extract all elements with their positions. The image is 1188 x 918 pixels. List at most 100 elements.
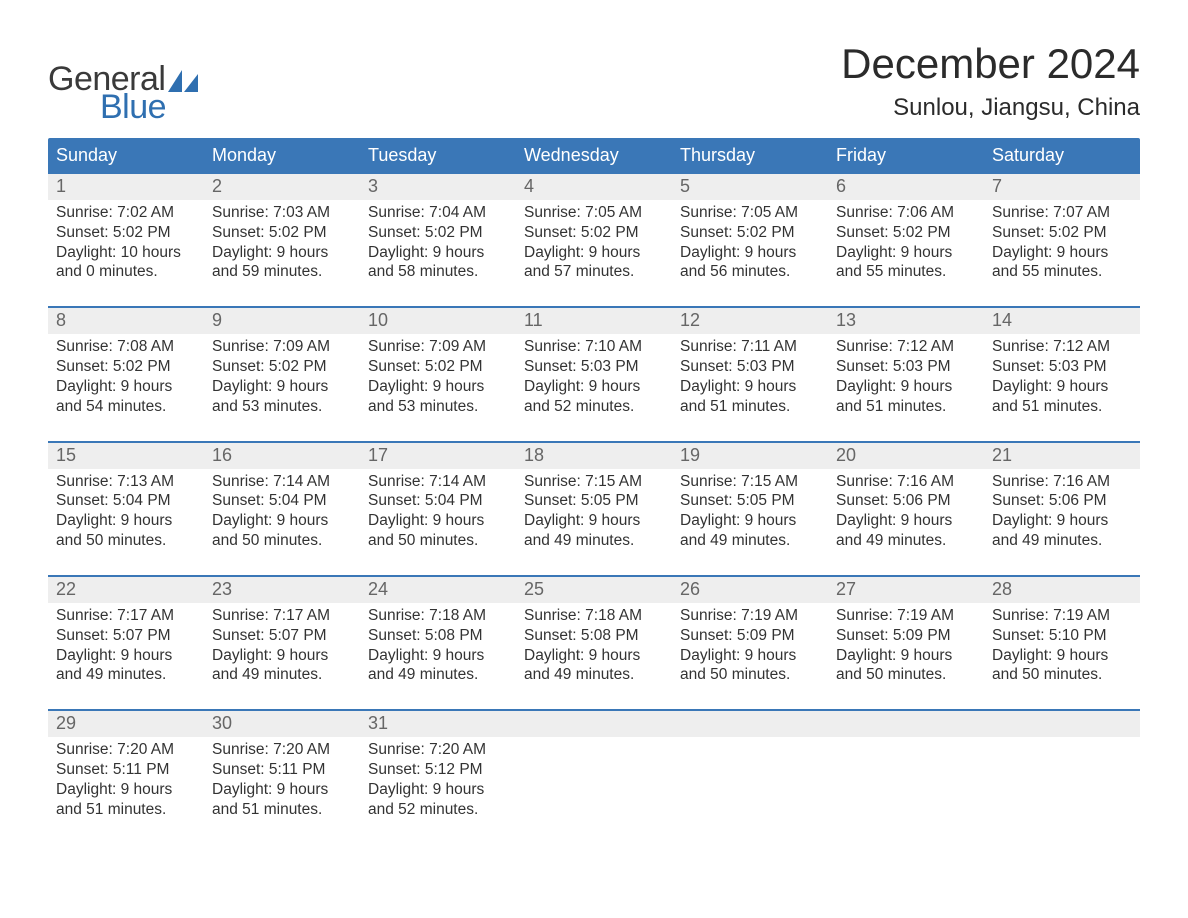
daylight-line1: Daylight: 9 hours: [524, 511, 664, 531]
day-cell: 30Sunrise: 7:20 AMSunset: 5:11 PMDayligh…: [204, 711, 360, 843]
sunset-text: Sunset: 5:03 PM: [836, 357, 976, 377]
sunrise-text: Sunrise: 7:12 AM: [836, 337, 976, 357]
day-cell: 19Sunrise: 7:15 AMSunset: 5:05 PMDayligh…: [672, 443, 828, 575]
day-cell: 15 Sunrise: 7:13 AMSunset: 5:04 PMDayligh…: [48, 443, 204, 575]
sunset-text: Sunset: 5:12 PM: [368, 760, 508, 780]
day-body: Sunrise: 7:18 AMSunset: 5:08 PMDaylight:…: [368, 603, 508, 685]
sunrise-text: Sunrise: 7:10 AM: [524, 337, 664, 357]
day-number-row: 8: [48, 308, 204, 334]
day-number-row: 14: [984, 308, 1140, 334]
day-cell-empty: .: [516, 711, 672, 843]
daylight-line2: and 58 minutes.: [368, 262, 508, 282]
sunrise-text: Sunrise: 7:20 AM: [368, 740, 508, 760]
sunrise-text: Sunrise: 7:17 AM: [212, 606, 352, 626]
daylight-line2: and 50 minutes.: [836, 665, 976, 685]
sunset-text: Sunset: 5:02 PM: [524, 223, 664, 243]
day-number-row: 9: [204, 308, 360, 334]
weekday-header: Tuesday: [360, 138, 516, 174]
day-cell: 23Sunrise: 7:17 AMSunset: 5:07 PMDayligh…: [204, 577, 360, 709]
day-body: Sunrise: 7:09 AMSunset: 5:02 PMDaylight:…: [212, 334, 352, 416]
day-number-row: 31: [360, 711, 516, 737]
day-cell: 8Sunrise: 7:08 AMSunset: 5:02 PMDaylight…: [48, 308, 204, 440]
daylight-line2: and 50 minutes.: [368, 531, 508, 551]
day-body: Sunrise: 7:05 AMSunset: 5:02 PMDaylight:…: [680, 200, 820, 282]
day-number-row: 3: [360, 174, 516, 200]
day-body: Sunrise: 7:15 AMSunset: 5:05 PMDaylight:…: [524, 469, 664, 551]
daylight-line1: Daylight: 9 hours: [524, 646, 664, 666]
day-body: Sunrise: 7:17 AMSunset: 5:07 PMDaylight:…: [56, 603, 196, 685]
header: General Blue December 2024 Sunlou, Jiang…: [48, 40, 1140, 124]
day-body: Sunrise: 7:13 AMSunset: 5:04 PMDaylight:…: [56, 469, 196, 551]
sunset-text: Sunset: 5:02 PM: [992, 223, 1132, 243]
daylight-line1: Daylight: 9 hours: [368, 377, 508, 397]
sunrise-text: Sunrise: 7:19 AM: [680, 606, 820, 626]
sunset-text: Sunset: 5:04 PM: [212, 491, 352, 511]
day-cell: 27Sunrise: 7:19 AMSunset: 5:09 PMDayligh…: [828, 577, 984, 709]
day-cell: 2Sunrise: 7:03 AMSunset: 5:02 PMDaylight…: [204, 174, 360, 306]
sunrise-text: Sunrise: 7:19 AM: [992, 606, 1132, 626]
sunset-text: Sunset: 5:08 PM: [368, 626, 508, 646]
day-cell: 1Sunrise: 7:02 AMSunset: 5:02 PMDaylight…: [48, 174, 204, 306]
day-number: 1: [56, 176, 66, 196]
day-body: Sunrise: 7:10 AMSunset: 5:03 PMDaylight:…: [524, 334, 664, 416]
day-cell-empty: .: [984, 711, 1140, 843]
daylight-line2: and 55 minutes.: [992, 262, 1132, 282]
day-cell: 12Sunrise: 7:11 AMSunset: 5:03 PMDayligh…: [672, 308, 828, 440]
daylight-line1: Daylight: 9 hours: [56, 511, 196, 531]
sunset-text: Sunset: 5:02 PM: [212, 223, 352, 243]
daylight-line2: and 53 minutes.: [212, 397, 352, 417]
daylight-line1: Daylight: 9 hours: [836, 243, 976, 263]
daylight-line2: and 54 minutes.: [56, 397, 196, 417]
day-cell: 10Sunrise: 7:09 AMSunset: 5:02 PMDayligh…: [360, 308, 516, 440]
day-number: 2: [212, 176, 222, 196]
daylight-line2: and 51 minutes.: [56, 800, 196, 820]
day-cell: 5 Sunrise: 7:05 AMSunset: 5:02 PMDaylight…: [672, 174, 828, 306]
week-row: 29Sunrise: 7:20 AMSunset: 5:11 PMDayligh…: [48, 709, 1140, 843]
daylight-line1: Daylight: 9 hours: [368, 780, 508, 800]
day-body: Sunrise: 7:12 AMSunset: 5:03 PMDaylight:…: [992, 334, 1132, 416]
day-cell: 31 Sunrise: 7:20 AMSunset: 5:12 PMDayligh…: [360, 711, 516, 843]
sunset-text: Sunset: 5:02 PM: [836, 223, 976, 243]
sunrise-text: Sunrise: 7:18 AM: [368, 606, 508, 626]
day-number: 5: [680, 176, 690, 196]
weekday-header-row: SundayMondayTuesdayWednesdayThursdayFrid…: [48, 138, 1140, 174]
title-block: December 2024 Sunlou, Jiangsu, China: [841, 40, 1140, 122]
week-row: 22Sunrise: 7:17 AMSunset: 5:07 PMDayligh…: [48, 575, 1140, 709]
sunrise-text: Sunrise: 7:06 AM: [836, 203, 976, 223]
daylight-line1: Daylight: 9 hours: [368, 646, 508, 666]
sunset-text: Sunset: 5:02 PM: [368, 357, 508, 377]
day-body: Sunrise: 7:05 AMSunset: 5:02 PMDaylight:…: [524, 200, 664, 282]
sunset-text: Sunset: 5:10 PM: [992, 626, 1132, 646]
day-number: 16: [212, 445, 232, 465]
location: Sunlou, Jiangsu, China: [841, 94, 1140, 122]
day-number-row: 1: [48, 174, 204, 200]
day-number-row: 28: [984, 577, 1140, 603]
day-number: 15: [56, 445, 76, 465]
day-number-row: 16: [204, 443, 360, 469]
day-number: 30: [212, 713, 232, 733]
day-cell: 20Sunrise: 7:16 AMSunset: 5:06 PMDayligh…: [828, 443, 984, 575]
day-body: Sunrise: 7:19 AMSunset: 5:09 PMDaylight:…: [680, 603, 820, 685]
day-number-row: 5: [672, 174, 828, 200]
sunrise-text: Sunrise: 7:13 AM: [56, 472, 196, 492]
day-number-row: 19: [672, 443, 828, 469]
day-cell: 21Sunrise: 7:16 AMSunset: 5:06 PMDayligh…: [984, 443, 1140, 575]
day-number: 31: [368, 713, 388, 733]
sunrise-text: Sunrise: 7:03 AM: [212, 203, 352, 223]
day-number: 21: [992, 445, 1012, 465]
day-number: 26: [680, 579, 700, 599]
sunrise-text: Sunrise: 7:16 AM: [992, 472, 1132, 492]
day-number-row: .: [672, 711, 828, 737]
daylight-line2: and 52 minutes.: [524, 397, 664, 417]
day-number: 11: [524, 310, 543, 330]
daylight-line2: and 50 minutes.: [992, 665, 1132, 685]
daylight-line1: Daylight: 10 hours: [56, 243, 196, 263]
daylight-line1: Daylight: 9 hours: [56, 780, 196, 800]
daylight-line2: and 52 minutes.: [368, 800, 508, 820]
daylight-line2: and 49 minutes.: [680, 531, 820, 551]
day-number-row: 6: [828, 174, 984, 200]
daylight-line2: and 51 minutes.: [212, 800, 352, 820]
day-cell: 11 Sunrise: 7:10 AMSunset: 5:03 PMDayligh…: [516, 308, 672, 440]
daylight-line1: Daylight: 9 hours: [524, 377, 664, 397]
weekday-header: Monday: [204, 138, 360, 174]
